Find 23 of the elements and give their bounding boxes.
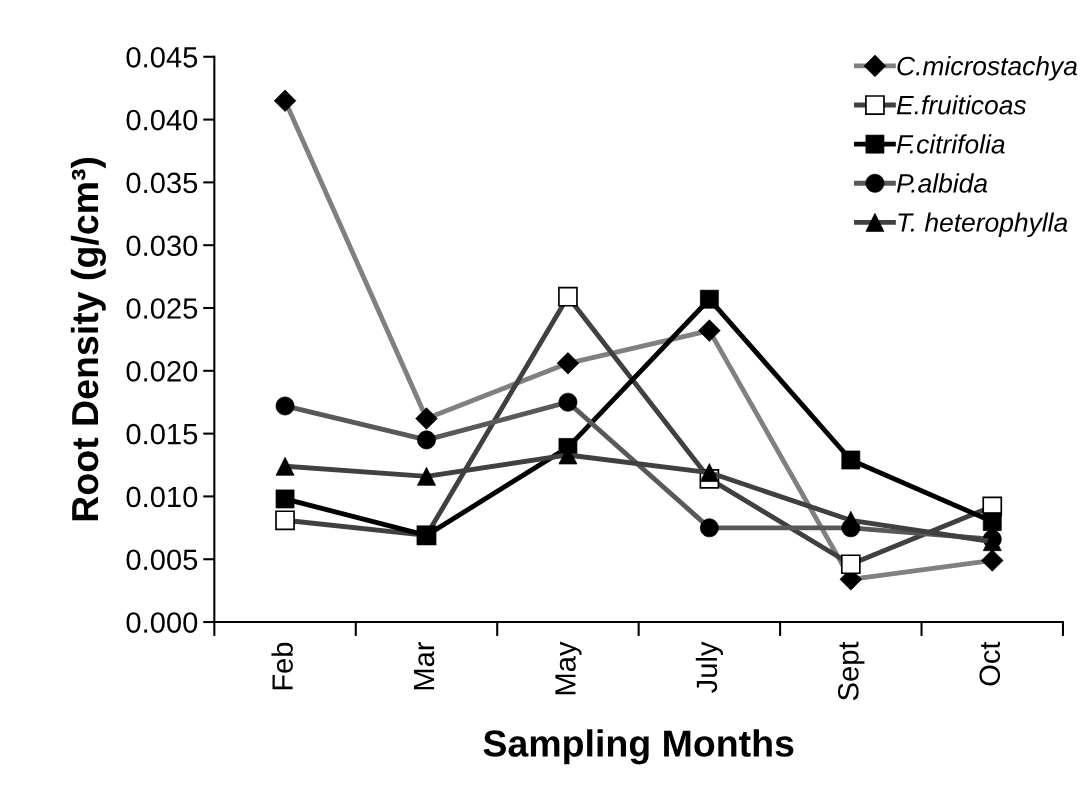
- y-tick-label: 0.035: [126, 172, 198, 194]
- y-tick-label: 0.005: [126, 549, 198, 571]
- y-tick-label: 0.040: [126, 109, 198, 131]
- x-tick-label: May: [555, 641, 582, 695]
- y-tick-label: 0.015: [126, 423, 198, 445]
- legend-label: F.citrifolia: [896, 134, 1005, 154]
- x-tick-label: Mar: [413, 641, 435, 690]
- legend-label: P.albida: [896, 173, 988, 193]
- y-tick-label: 0.020: [126, 361, 198, 382]
- y-tick-label: 0.025: [126, 298, 198, 319]
- x-tick-label: Oct: [979, 641, 1001, 686]
- y-axis-title: Root Density (g/cm³): [70, 157, 106, 521]
- x-tick-label: Sept: [837, 641, 865, 701]
- legend-label: C.microstachya: [897, 56, 1077, 81]
- x-tick-label: July: [695, 641, 723, 693]
- y-tick-label: 0.000: [126, 612, 198, 633]
- y-tick-label: 0.010: [126, 486, 198, 508]
- y-tick-label: 0.045: [126, 46, 198, 68]
- x-axis-title: Sampling Months: [483, 729, 794, 765]
- legend-label: T. heterophylla: [898, 212, 1068, 238]
- y-tick-label: 0.030: [126, 235, 198, 257]
- legend-label: E.fruiticoas: [896, 95, 1027, 115]
- x-tick-label: Feb: [271, 642, 293, 690]
